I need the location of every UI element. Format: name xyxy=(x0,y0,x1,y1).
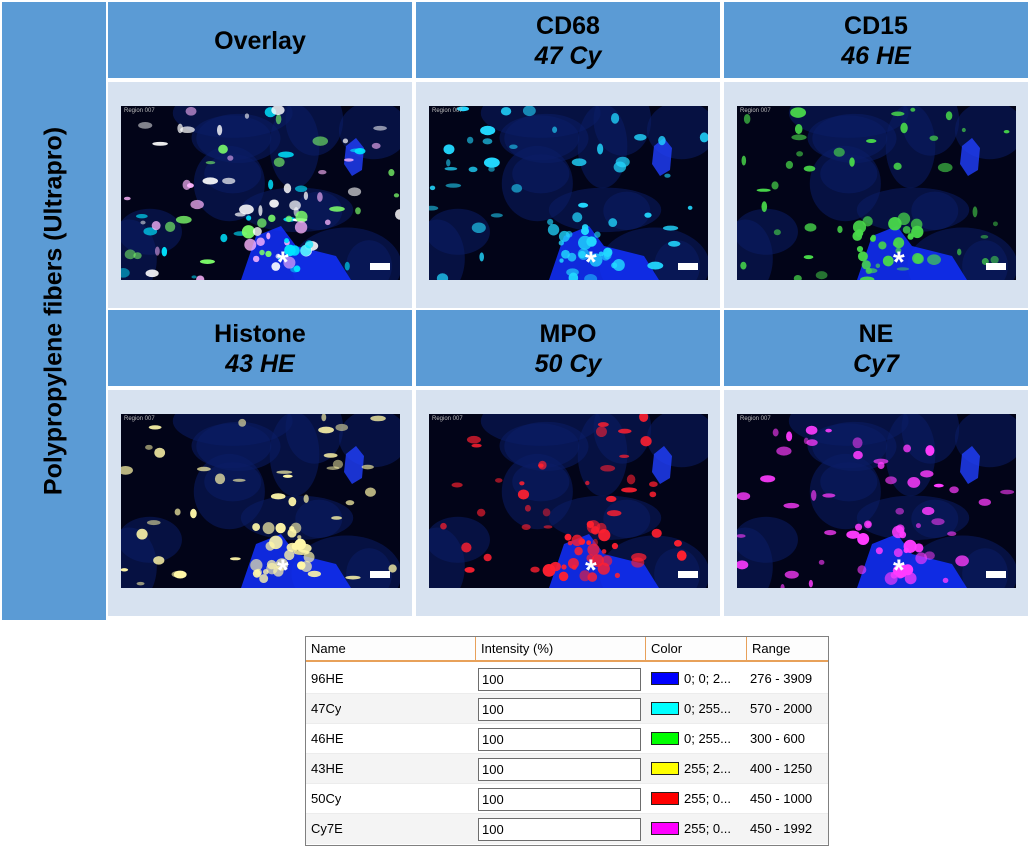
row-group-label: Polypropylene fibers (Ultrapro) xyxy=(2,2,106,620)
asterisk-marker: * xyxy=(893,554,905,587)
color-swatch[interactable] xyxy=(651,702,679,715)
column-header-range[interactable]: Range xyxy=(752,641,791,656)
color-value: 0; 255... xyxy=(684,731,731,746)
channel-name: Cy7E xyxy=(311,821,343,836)
micrograph-image xyxy=(737,414,1016,588)
region-tag: Region 007 xyxy=(740,416,771,422)
column-header-color[interactable]: Color xyxy=(646,637,747,660)
panel-title: Histone xyxy=(214,320,306,348)
range-value: 450 - 1992 xyxy=(750,821,813,836)
intensity-field[interactable]: 100 xyxy=(478,698,641,721)
table-row[interactable]: 96HE 100 0; 0; 2... 276 - 3909 xyxy=(306,664,828,694)
intensity-field[interactable]: 100 xyxy=(478,668,641,691)
color-value: 0; 255... xyxy=(684,701,731,716)
table-row[interactable]: 43HE 100 255; 2... 400 - 1250 xyxy=(306,754,828,784)
channel-name: 50Cy xyxy=(311,791,342,806)
range-value: 450 - 1000 xyxy=(750,791,813,806)
table-row[interactable]: 46HE 100 0; 255... 300 - 600 xyxy=(306,724,828,754)
panel-header-overlay: Overlay xyxy=(108,2,412,78)
panel-subtitle: 46 HE xyxy=(841,42,911,70)
asterisk-marker: * xyxy=(585,554,597,587)
panel-body-mpo: Region 007 * xyxy=(416,390,720,616)
micrograph-mpo: Region 007 * xyxy=(429,414,708,588)
side-label-text: Polypropylene fibers (Ultrapro) xyxy=(39,126,68,496)
region-tag: Region 007 xyxy=(432,416,463,422)
asterisk-marker: * xyxy=(893,246,905,279)
panel-body-overlay: Region 007 * xyxy=(108,82,412,308)
channel-name: 96HE xyxy=(311,671,344,686)
panel-title: CD68 xyxy=(536,12,600,40)
panel-body-cd15: Region 007 * xyxy=(724,82,1028,308)
intensity-field[interactable]: 100 xyxy=(478,818,641,841)
color-swatch[interactable] xyxy=(651,822,679,835)
column-header-name[interactable]: Name xyxy=(306,637,476,660)
intensity-field[interactable]: 100 xyxy=(478,788,641,811)
table-row[interactable]: 47Cy 100 0; 255... 570 - 2000 xyxy=(306,694,828,724)
table-row[interactable]: 50Cy 100 255; 0... 450 - 1000 xyxy=(306,784,828,814)
channel-table: Name Intensity (%) Color Range 96HE 100 … xyxy=(305,636,829,846)
micrograph-image xyxy=(121,414,400,588)
range-value: 300 - 600 xyxy=(750,731,805,746)
micrograph-overlay: Region 007 * xyxy=(121,106,400,280)
panel-title: Overlay xyxy=(214,27,306,55)
intensity-field[interactable]: 100 xyxy=(478,758,641,781)
micrograph-image xyxy=(121,106,400,280)
scale-bar xyxy=(678,571,698,578)
panel-title: CD15 xyxy=(844,12,908,40)
asterisk-marker: * xyxy=(585,246,597,279)
panel-title: NE xyxy=(858,320,894,348)
channel-name: 47Cy xyxy=(311,701,342,716)
color-swatch[interactable] xyxy=(651,732,679,745)
intensity-field[interactable]: 100 xyxy=(478,728,641,751)
color-value: 255; 0... xyxy=(684,821,731,836)
table-row[interactable]: Cy7E 100 255; 0... 450 - 1992 xyxy=(306,814,828,844)
micrograph-image xyxy=(429,414,708,588)
color-value: 255; 0... xyxy=(684,791,731,806)
panel-subtitle: Cy7 xyxy=(853,350,899,378)
micrograph-ne: Region 007 * xyxy=(737,414,1016,588)
color-value: 255; 2... xyxy=(684,761,731,776)
micrograph-cd68: Region 007 * xyxy=(429,106,708,280)
panel-header-ne: NE Cy7 xyxy=(724,310,1028,386)
range-value: 570 - 2000 xyxy=(750,701,813,716)
region-tag: Region 007 xyxy=(124,416,155,422)
scale-bar xyxy=(678,263,698,270)
micrograph-image xyxy=(429,106,708,280)
panel-body-ne: Region 007 * xyxy=(724,390,1028,616)
panel-header-cd15: CD15 46 HE xyxy=(724,2,1028,78)
micrograph-histone: Region 007 * xyxy=(121,414,400,588)
panel-subtitle: 50 Cy xyxy=(534,350,602,378)
panel-subtitle: 43 HE xyxy=(225,350,295,378)
asterisk-marker: * xyxy=(277,554,289,587)
channel-name: 46HE xyxy=(311,731,344,746)
panel-header-histone: Histone 43 HE xyxy=(108,310,412,386)
micrograph-image xyxy=(737,106,1016,280)
region-tag: Region 007 xyxy=(740,108,771,114)
panel-header-mpo: MPO 50 Cy xyxy=(416,310,720,386)
table-header: Name Intensity (%) Color Range xyxy=(306,637,828,662)
color-value: 0; 0; 2... xyxy=(684,671,731,686)
channel-name: 43HE xyxy=(311,761,344,776)
micrograph-cd15: Region 007 * xyxy=(737,106,1016,280)
color-swatch[interactable] xyxy=(651,792,679,805)
color-swatch[interactable] xyxy=(651,672,679,685)
panel-subtitle: 47 Cy xyxy=(534,42,602,70)
region-tag: Region 007 xyxy=(124,108,155,114)
range-value: 276 - 3909 xyxy=(750,671,813,686)
column-header-intensity[interactable]: Intensity (%) xyxy=(476,637,646,660)
scale-bar xyxy=(370,263,390,270)
panel-title: MPO xyxy=(539,320,597,348)
panel-body-histone: Region 007 * xyxy=(108,390,412,616)
panel-header-cd68: CD68 47 Cy xyxy=(416,2,720,78)
scale-bar xyxy=(986,263,1006,270)
range-value: 400 - 1250 xyxy=(750,761,813,776)
panel-body-cd68: Region 007 * xyxy=(416,82,720,308)
figure-panel-grid: Polypropylene fibers (Ultrapro) Overlay … xyxy=(0,0,1030,622)
scale-bar xyxy=(370,571,390,578)
region-tag: Region 007 xyxy=(432,108,463,114)
color-swatch[interactable] xyxy=(651,762,679,775)
asterisk-marker: * xyxy=(277,246,289,279)
scale-bar xyxy=(986,571,1006,578)
